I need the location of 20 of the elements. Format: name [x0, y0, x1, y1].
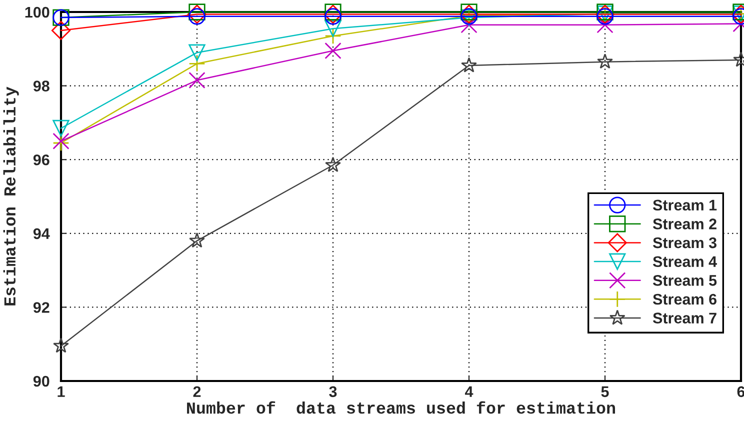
x-tick-label: 2	[193, 386, 201, 397]
y-tick-label: 94	[33, 228, 50, 240]
y-tick-label: 92	[33, 302, 50, 313]
legend-label: Stream 2	[652, 218, 716, 230]
legend-label: Stream 6	[652, 294, 716, 305]
x-tick-label: 3	[329, 386, 337, 398]
x-axis-title: Number of data streams used for estimation	[187, 401, 615, 414]
x-tick-label: 5	[601, 386, 609, 398]
legend-label: Stream 5	[652, 275, 717, 286]
legend-label: Stream 7	[652, 312, 716, 324]
y-tick-label: 96	[33, 154, 50, 166]
y-tick-label: 98	[33, 80, 50, 92]
y-tick-label: 100	[25, 6, 50, 18]
y-tick-label: 90	[33, 376, 50, 387]
legend-label: Stream 1	[652, 200, 717, 211]
legend-label: Stream 4	[652, 256, 717, 268]
x-tick-label: 4	[464, 386, 474, 397]
x-tick-label: 1	[58, 386, 65, 397]
legend-label: Stream 3	[652, 237, 716, 248]
y-axis-title: Estimation Reliability	[3, 86, 19, 306]
